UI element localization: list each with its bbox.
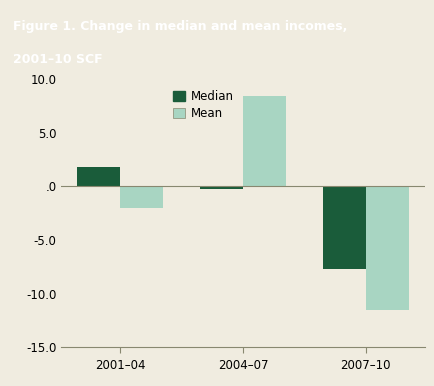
Text: 2001–10 SCF: 2001–10 SCF: [13, 53, 103, 66]
Bar: [323, 186, 366, 269]
Legend: Median, Mean: Median, Mean: [169, 85, 239, 125]
Bar: [243, 96, 286, 186]
Text: Figure 1. Change in median and mean incomes,: Figure 1. Change in median and mean inco…: [13, 20, 347, 33]
Bar: [366, 186, 409, 310]
Bar: [200, 186, 243, 189]
Bar: [77, 167, 120, 186]
Bar: [120, 186, 163, 208]
